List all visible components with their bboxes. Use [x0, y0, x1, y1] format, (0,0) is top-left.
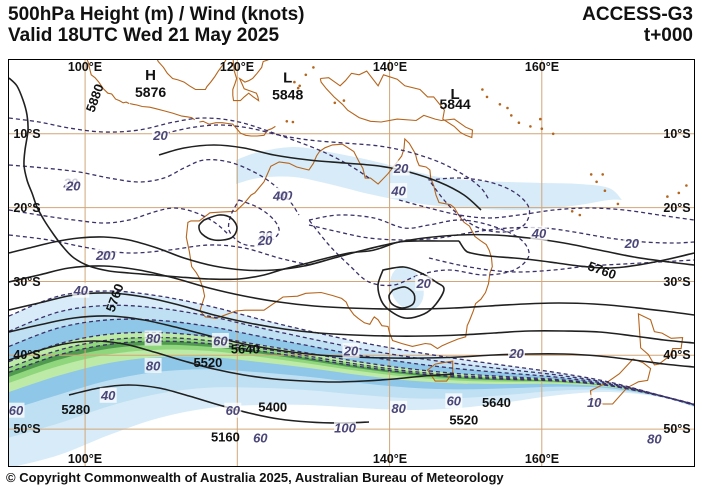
- svg-text:5640: 5640: [231, 341, 260, 356]
- svg-text:5400: 5400: [258, 400, 287, 415]
- svg-text:80: 80: [146, 331, 161, 346]
- svg-text:60: 60: [447, 394, 462, 409]
- svg-text:20: 20: [624, 236, 640, 251]
- svg-text:5640: 5640: [482, 395, 511, 410]
- svg-text:5848: 5848: [272, 87, 303, 103]
- svg-text:20: 20: [508, 346, 524, 361]
- svg-text:80: 80: [647, 431, 662, 446]
- svg-text:5160: 5160: [211, 430, 240, 445]
- svg-text:5520: 5520: [193, 355, 222, 370]
- svg-text:80: 80: [391, 401, 406, 416]
- svg-text:60: 60: [253, 431, 268, 446]
- svg-text:100: 100: [334, 421, 356, 436]
- svg-text:5760: 5760: [586, 258, 618, 282]
- svg-text:10: 10: [587, 395, 602, 410]
- svg-text:20: 20: [257, 233, 273, 248]
- svg-text:80: 80: [146, 358, 161, 373]
- svg-text:20: 20: [415, 276, 431, 291]
- svg-text:5880: 5880: [83, 82, 107, 114]
- svg-text:40: 40: [73, 283, 89, 298]
- svg-text:20: 20: [65, 178, 81, 193]
- svg-text:5876: 5876: [135, 84, 166, 100]
- svg-text:40: 40: [531, 226, 547, 241]
- svg-text:5844: 5844: [440, 96, 471, 112]
- svg-text:H: H: [145, 67, 156, 84]
- svg-text:60: 60: [9, 403, 24, 418]
- svg-text:40: 40: [100, 388, 116, 403]
- svg-text:20: 20: [152, 128, 168, 143]
- svg-text:60: 60: [213, 333, 228, 348]
- svg-text:20: 20: [95, 248, 111, 263]
- svg-text:5280: 5280: [61, 402, 90, 417]
- svg-text:60: 60: [226, 403, 241, 418]
- svg-text:5520: 5520: [449, 413, 478, 428]
- svg-text:L: L: [283, 69, 292, 86]
- svg-text:40: 40: [390, 184, 406, 199]
- svg-text:20: 20: [393, 161, 409, 176]
- svg-text:40: 40: [272, 188, 288, 203]
- svg-text:20: 20: [343, 344, 359, 359]
